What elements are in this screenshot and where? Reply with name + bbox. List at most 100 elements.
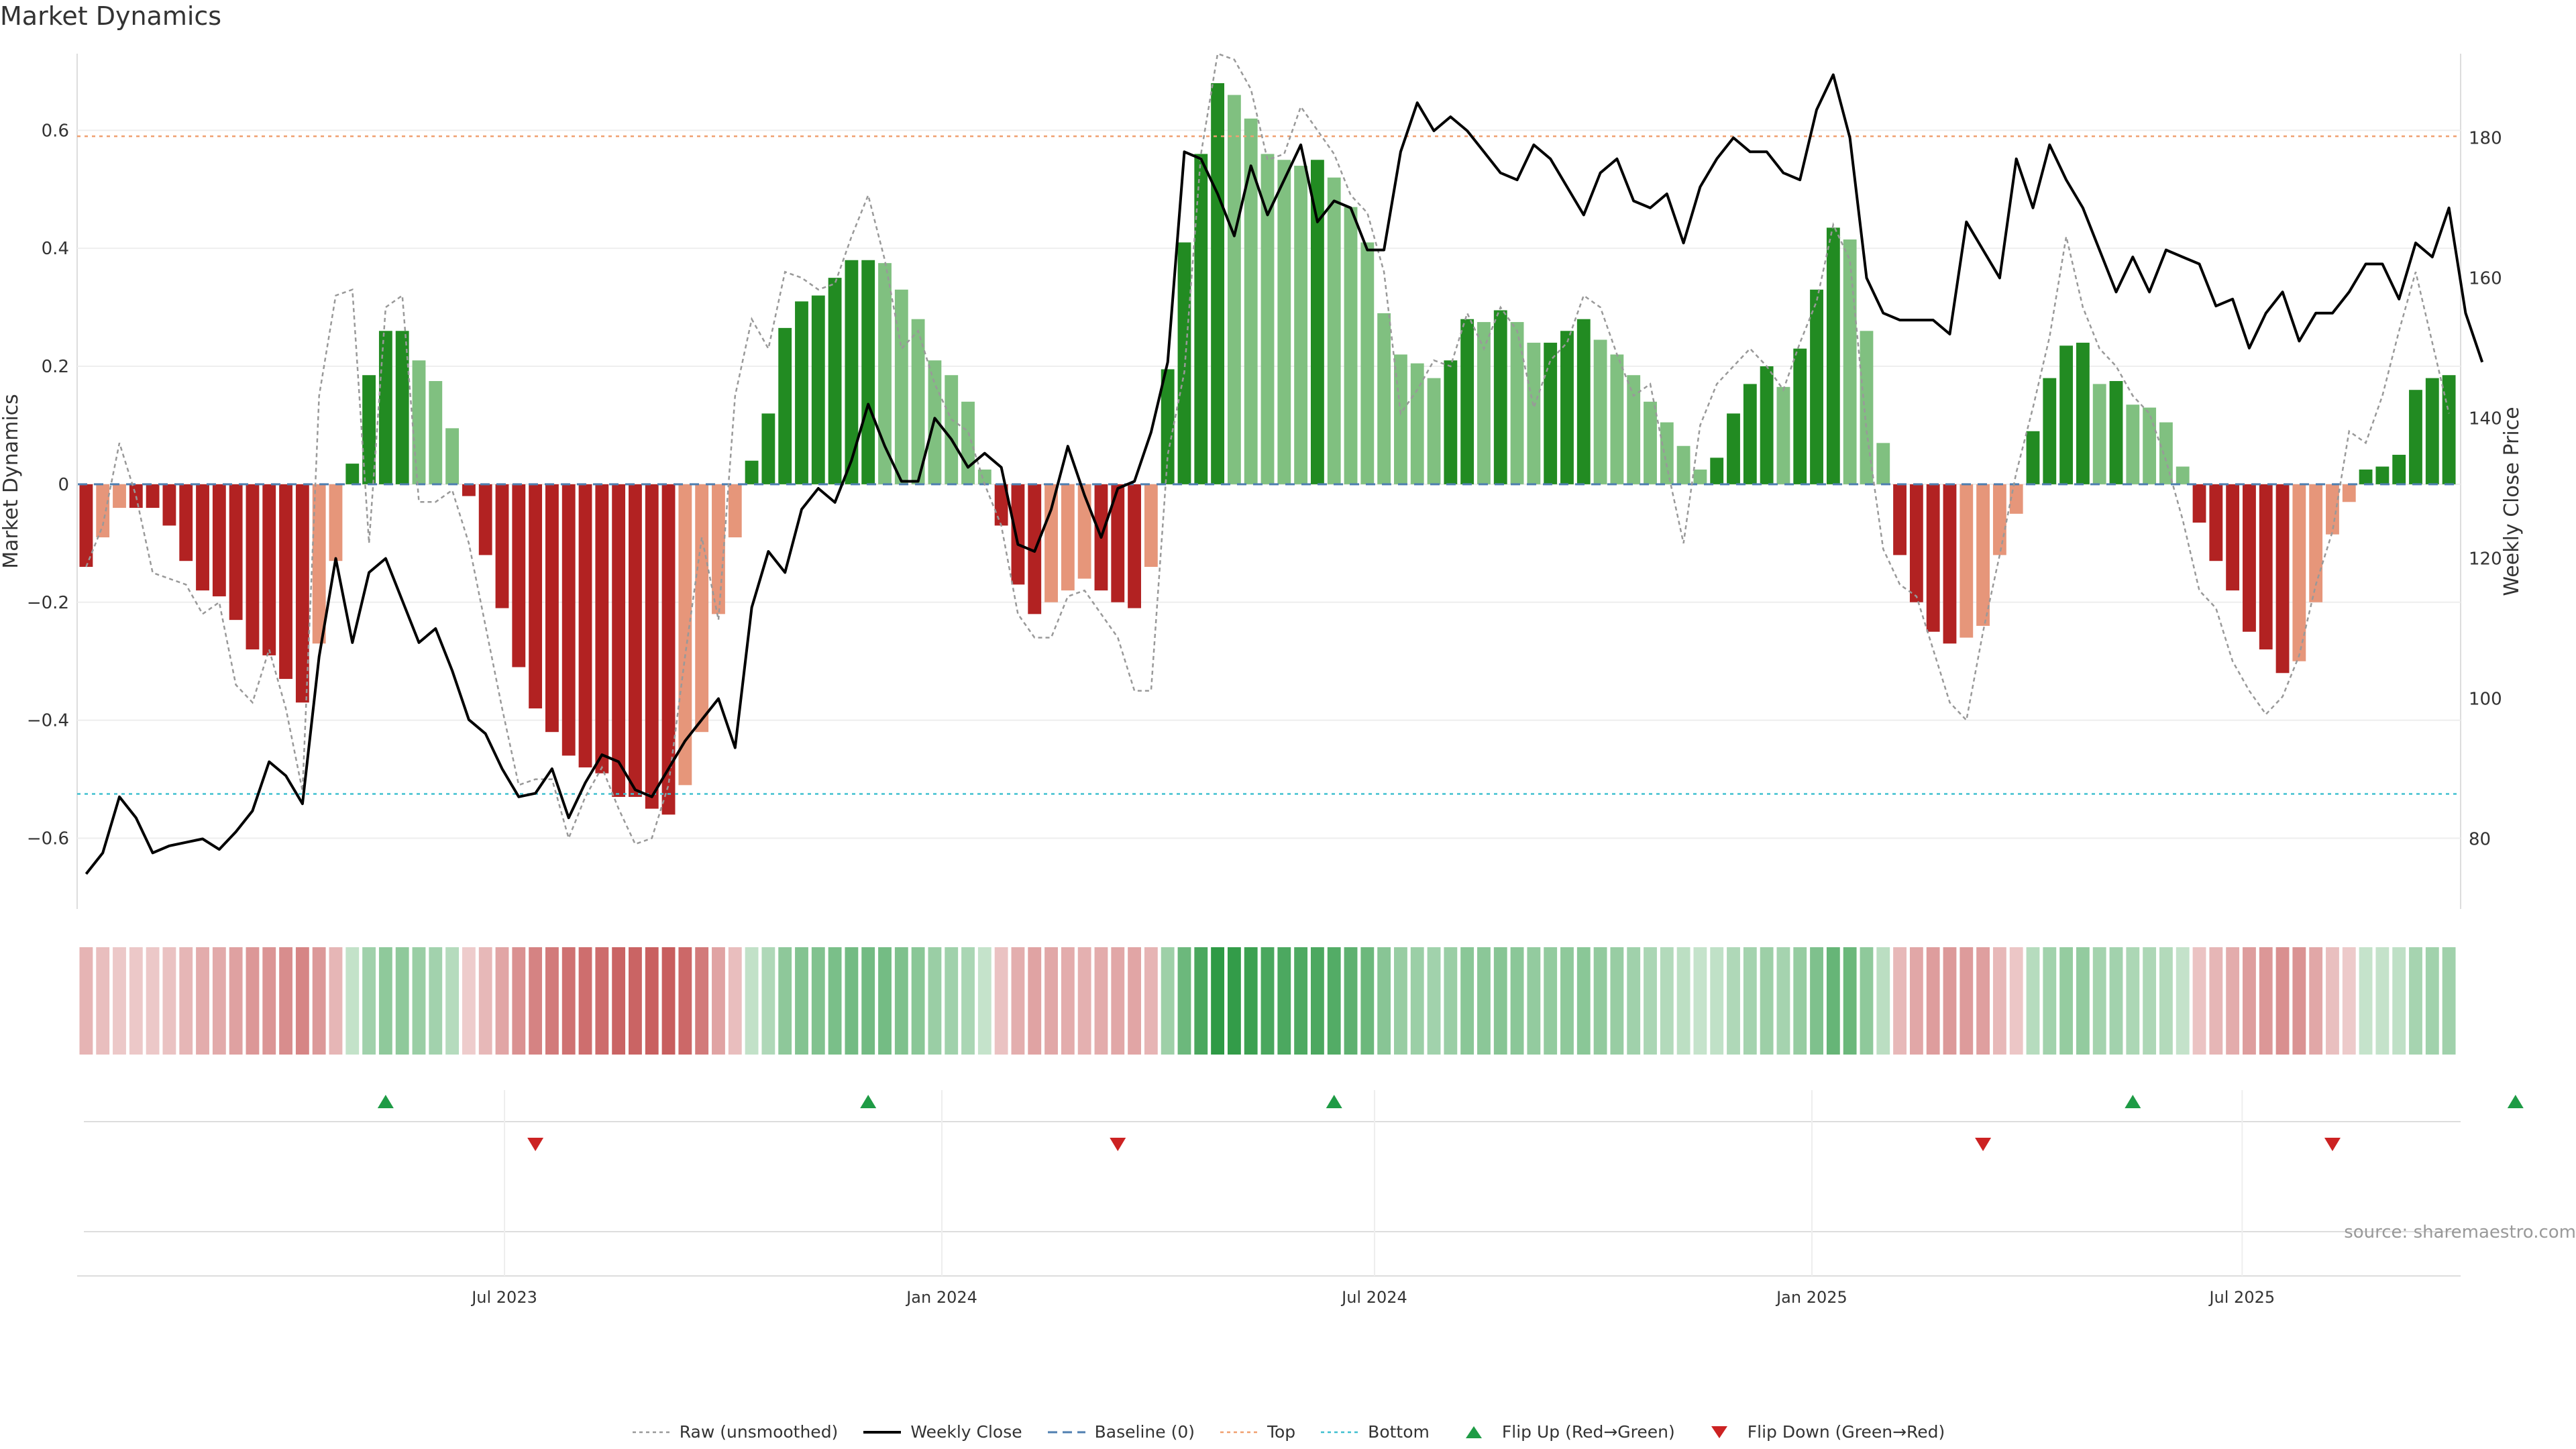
bar	[1960, 484, 1974, 638]
heat-strip-cell	[845, 947, 859, 1055]
bar	[2259, 484, 2273, 650]
legend-label: Flip Up (Red→Green)	[1501, 1422, 1675, 1442]
heat-strip-cell	[96, 947, 110, 1055]
heat-strip-cell	[345, 947, 360, 1055]
heat-strip-cell	[1211, 947, 1225, 1055]
heat-strip-cell	[412, 947, 426, 1055]
heat-strip-cell	[495, 947, 509, 1055]
y-tick-label-left: −0.6	[27, 828, 69, 849]
bar	[2126, 405, 2140, 484]
bar	[1128, 484, 1141, 608]
bar	[1992, 484, 2006, 555]
heat-strip-cell	[1377, 947, 1391, 1055]
bar	[2109, 381, 2123, 484]
legend-item-raw: Raw (unsmoothed)	[631, 1422, 838, 1442]
heat-strip-cell	[1227, 947, 1241, 1055]
bar	[545, 484, 559, 733]
legend-item-top: Top	[1219, 1422, 1295, 1442]
heat-strip-cell	[1760, 947, 1774, 1055]
heat-strip-cell	[1310, 947, 1324, 1055]
bar	[495, 484, 509, 608]
x-tick-label: Jul 2025	[2208, 1288, 2275, 1307]
bar	[1044, 484, 1058, 602]
bar	[1493, 310, 1507, 484]
bar	[1909, 484, 1923, 602]
bar	[629, 484, 642, 797]
bar	[778, 327, 792, 484]
bar	[578, 484, 592, 767]
bar	[512, 484, 526, 667]
heat-strip-cell	[1860, 947, 1874, 1055]
heat-strip-cell	[113, 947, 126, 1055]
bar	[1327, 177, 1341, 484]
bar	[1360, 242, 1375, 484]
heat-strip-cell	[2326, 947, 2339, 1055]
legend: Raw (unsmoothed) Weekly Close Baseline (0)…	[0, 1422, 2576, 1442]
heat-strip-cell	[2092, 947, 2106, 1055]
heat-strip-cell	[196, 947, 209, 1055]
bar	[79, 484, 93, 567]
heat-strip-cell	[2109, 947, 2123, 1055]
flip-down-marker	[1975, 1138, 1992, 1151]
heat-strip-cell	[961, 947, 975, 1055]
heat-strip-cell	[2026, 947, 2040, 1055]
heat-strip-cell	[262, 947, 276, 1055]
bar	[861, 260, 875, 484]
heat-strip-cell	[2059, 947, 2074, 1055]
weekly-close-line	[85, 73, 2484, 875]
y-tick-label-left: 0.4	[42, 239, 69, 259]
heat-strip-cell	[561, 947, 576, 1055]
bar	[845, 260, 859, 484]
heat-strip-cell	[1493, 947, 1507, 1055]
bar	[2392, 454, 2406, 484]
y-tick-label-right: 80	[2469, 829, 2491, 849]
heat-strip-cell	[1410, 947, 1424, 1055]
bar	[462, 484, 476, 496]
bar	[2076, 342, 2090, 484]
bar	[1943, 484, 1957, 644]
heat-strip-cell	[146, 947, 160, 1055]
heat-strip-cell	[795, 947, 808, 1055]
heat-strip-cell	[1260, 947, 1275, 1055]
heat-strip-cell	[362, 947, 376, 1055]
bar	[1077, 484, 1091, 579]
heat-strip-cell	[1028, 947, 1042, 1055]
heat-strip-cell	[129, 947, 143, 1055]
bar	[262, 484, 276, 655]
heat-strip-cell	[2076, 947, 2090, 1055]
heat-strip-cell	[1576, 947, 1591, 1055]
flip-up-marker	[2507, 1095, 2524, 1108]
heat-strip-cell	[1011, 947, 1025, 1055]
bar	[395, 331, 409, 484]
bar	[1260, 154, 1275, 484]
bar	[612, 484, 626, 797]
y-axis-title-right: Weekly Close Price	[2500, 407, 2524, 596]
bar	[561, 484, 576, 756]
bar	[113, 484, 126, 508]
heat-strip-cell	[1710, 947, 1724, 1055]
heat-strip-cell	[1277, 947, 1291, 1055]
page-title: Market Dynamics	[0, 1, 222, 31]
bar	[894, 289, 908, 484]
bar	[1011, 484, 1025, 585]
heat-strip-cell	[445, 947, 460, 1055]
bar	[312, 484, 326, 644]
heat-strip-cell	[1644, 947, 1657, 1055]
heat-strip-cell	[1044, 947, 1058, 1055]
heat-strip-cell	[728, 947, 742, 1055]
heat-strip-cell	[1593, 947, 1607, 1055]
heat-strip-cell	[629, 947, 642, 1055]
bar	[1876, 443, 1890, 484]
bar	[2043, 378, 2057, 484]
heat-strip-cell	[1477, 947, 1491, 1055]
heat-strip-cell	[928, 947, 942, 1055]
bar	[2026, 431, 2040, 484]
bar	[1194, 154, 1208, 484]
bar	[2143, 407, 2157, 484]
bar	[1976, 484, 1990, 626]
heat-strip-cell	[295, 947, 309, 1055]
bar	[1593, 339, 1607, 484]
heat-strip-cell	[878, 947, 892, 1055]
bar	[1776, 386, 1790, 484]
bar	[478, 484, 492, 555]
